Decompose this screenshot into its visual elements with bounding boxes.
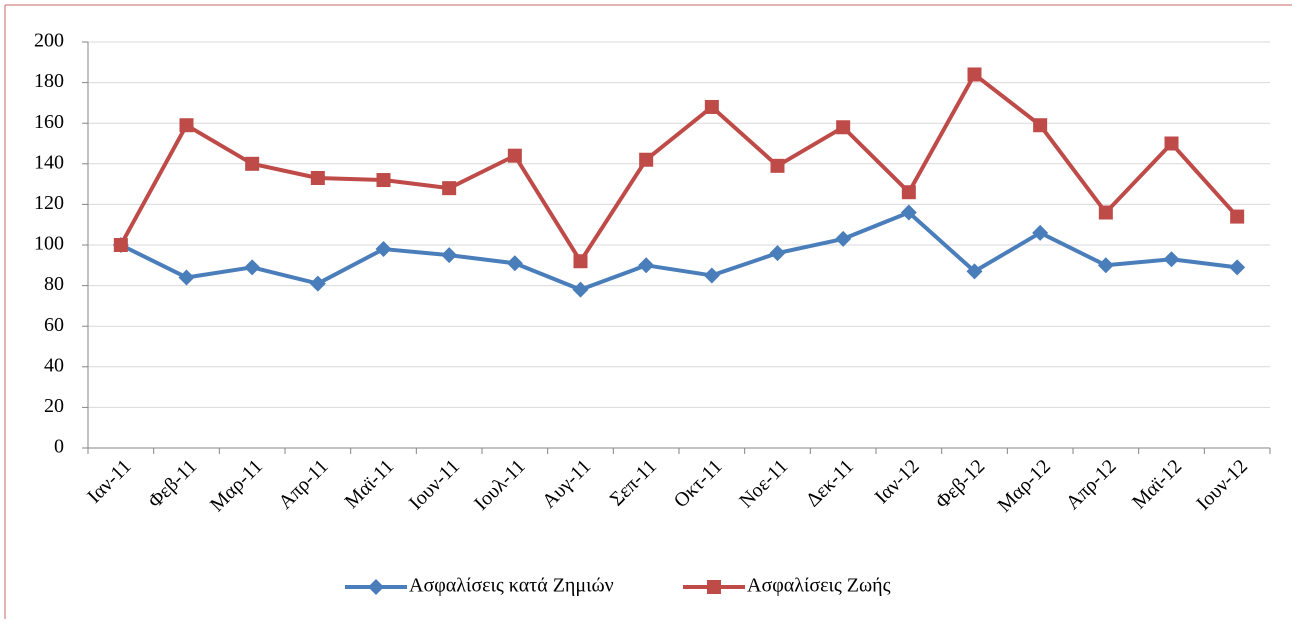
x-tick-label: Ιουλ-11 — [470, 455, 530, 515]
marker — [704, 99, 719, 114]
marker — [901, 185, 916, 200]
marker — [573, 254, 588, 269]
x-tick-label: Σεπ-11 — [606, 455, 661, 510]
y-tick-label: 0 — [54, 436, 64, 458]
x-tick-label: Ιουν-12 — [1192, 455, 1252, 515]
marker — [836, 120, 851, 135]
y-tick-label: 180 — [34, 70, 64, 92]
x-tick-label: Ιουν-11 — [405, 455, 464, 514]
y-tick-label: 120 — [34, 192, 64, 214]
marker — [1033, 118, 1048, 133]
legend-marker — [368, 579, 384, 595]
marker — [506, 255, 523, 272]
marker — [639, 152, 654, 167]
marker — [1230, 209, 1245, 224]
y-tick-label: 80 — [44, 273, 64, 295]
marker — [1097, 257, 1114, 274]
y-tick-label: 160 — [34, 111, 64, 133]
x-tick-label: Απρ-11 — [274, 455, 332, 513]
y-tick-label: 20 — [44, 395, 64, 417]
marker — [1163, 251, 1180, 268]
marker — [309, 275, 326, 292]
x-tick-label: Μαϊ-11 — [341, 455, 399, 513]
marker — [375, 241, 392, 258]
marker — [572, 281, 589, 298]
marker — [179, 118, 194, 133]
x-tick-label: Φεβ-11 — [144, 455, 201, 512]
legend-label: Ασφαλίσεις κατά Ζημιών — [409, 575, 614, 597]
x-tick-label: Μαρ-12 — [993, 455, 1054, 516]
marker — [244, 259, 261, 276]
marker — [770, 158, 785, 173]
y-tick-label: 40 — [44, 354, 64, 376]
x-tick-label: Αυγ-11 — [538, 455, 595, 512]
marker — [966, 263, 983, 280]
legend-marker — [707, 580, 721, 594]
marker — [835, 230, 852, 247]
x-tick-label: Νοε-11 — [735, 455, 792, 512]
marker — [1098, 205, 1113, 220]
x-tick-label: Απρ-12 — [1062, 455, 1121, 514]
marker — [245, 156, 260, 171]
marker — [441, 247, 458, 264]
marker — [1164, 136, 1179, 151]
marker — [638, 257, 655, 274]
series-line — [119, 72, 1239, 264]
marker — [900, 204, 917, 221]
marker — [703, 267, 720, 284]
y-tick-label: 140 — [34, 151, 64, 173]
x-tick-label: Οκτ-11 — [670, 455, 727, 512]
x-tick-label: Ιαν-12 — [871, 455, 924, 508]
x-tick-label: Δεκ-11 — [802, 455, 858, 511]
y-tick-label: 100 — [34, 233, 64, 255]
series-line — [119, 210, 1238, 292]
marker — [113, 238, 128, 252]
x-tick-label: Μαρ-11 — [206, 455, 267, 516]
marker — [310, 171, 325, 186]
marker — [1229, 259, 1246, 276]
x-tick-label: Φεβ-12 — [931, 455, 989, 513]
y-tick-label: 60 — [44, 314, 64, 336]
marker — [178, 269, 195, 286]
marker — [1032, 224, 1049, 241]
legend-label: Ασφαλίσεις Ζωής — [747, 575, 891, 597]
x-tick-label: Μαϊ-12 — [1128, 455, 1186, 513]
marker — [442, 181, 457, 196]
x-tick-label: Ιαν-11 — [83, 455, 135, 507]
marker — [507, 148, 522, 163]
y-tick-label: 200 — [34, 30, 64, 52]
marker — [376, 173, 391, 188]
marker — [967, 67, 982, 82]
marker — [769, 245, 786, 262]
